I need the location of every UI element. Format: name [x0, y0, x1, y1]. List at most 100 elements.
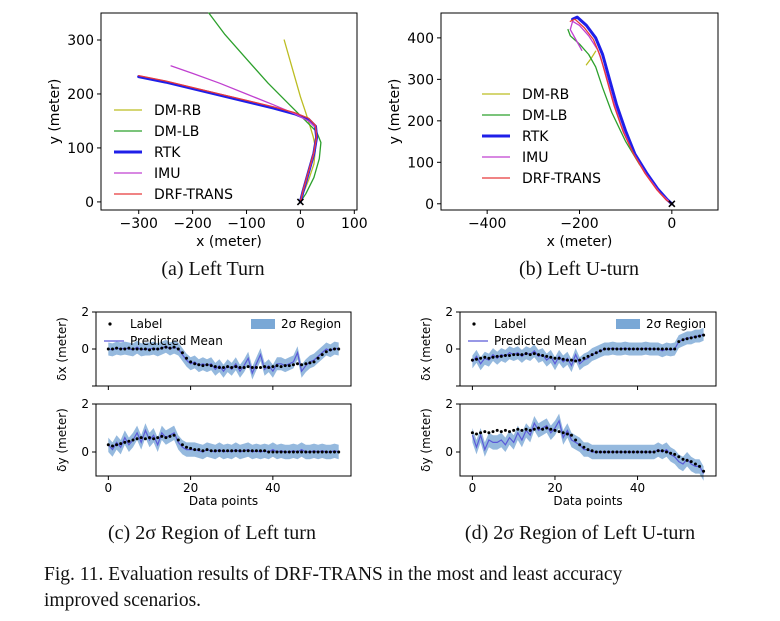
- x-tick-label: 0: [105, 481, 113, 495]
- x-tick-label: 20: [547, 481, 562, 495]
- y-tick-label: 400: [407, 31, 434, 47]
- series-line-dm-lb: [208, 12, 322, 203]
- label-point: [590, 449, 594, 453]
- label-point: [532, 427, 536, 431]
- x-tick-label: −100: [227, 216, 265, 232]
- chart-left-turn-trajectory: −300 −200 −100 0 100 0 100 200 300 x (meter) y (me…: [47, 12, 368, 250]
- y-tick-label: 300: [407, 72, 434, 88]
- label-point: [698, 334, 701, 338]
- label-point: [557, 430, 561, 434]
- label-point: [631, 450, 635, 454]
- label-point: [287, 364, 291, 368]
- label-point: [491, 355, 495, 359]
- label-point: [143, 347, 147, 351]
- legend-mean-text: Predicted Mean: [494, 334, 587, 348]
- sigma-band: [472, 413, 704, 481]
- label-point: [115, 346, 119, 350]
- label-point: [205, 448, 209, 452]
- label-point: [123, 440, 127, 444]
- label-point: [127, 439, 131, 443]
- label-point: [209, 364, 213, 368]
- label-point: [197, 363, 201, 367]
- label-point: [254, 449, 258, 453]
- label-point: [615, 450, 619, 454]
- label-point: [598, 349, 602, 353]
- label-point: [681, 338, 685, 342]
- label-point: [296, 450, 299, 454]
- label-point: [607, 347, 611, 351]
- label-point: [574, 359, 578, 363]
- y-tick-label: 2: [445, 397, 453, 411]
- label-point: [238, 449, 242, 453]
- label-point: [528, 353, 532, 357]
- label-point: [681, 457, 685, 461]
- legend-label-dm-lb: DM-LB: [522, 108, 567, 124]
- label-point: [131, 438, 135, 442]
- label-point: [205, 363, 209, 367]
- label-point: [287, 450, 291, 454]
- label-point: [189, 446, 193, 450]
- label-point: [312, 450, 316, 454]
- label-point: [495, 428, 499, 432]
- label-point: [665, 450, 668, 454]
- legend-band-text: 2σ Region: [281, 317, 341, 331]
- label-point: [316, 450, 320, 454]
- label-point: [475, 432, 478, 436]
- x-tick-label: 20: [183, 481, 198, 495]
- legend-label-imu: IMU: [522, 150, 548, 166]
- y-tick-label: 0: [81, 342, 89, 356]
- label-point: [226, 449, 230, 453]
- label-point: [631, 347, 635, 351]
- legend-band-swatch: [251, 319, 275, 329]
- label-point: [135, 437, 139, 441]
- y-tick-label: 2: [81, 305, 89, 319]
- x-tick-label: −400: [468, 216, 506, 232]
- y-tick-label: 0: [81, 445, 89, 459]
- label-point: [669, 347, 673, 351]
- x-axis-label: Data points: [189, 494, 258, 508]
- caption-c: (c) 2σ Region of Left turn: [108, 522, 316, 544]
- label-point: [275, 450, 279, 454]
- label-point: [470, 358, 474, 362]
- label-point: [570, 433, 573, 437]
- y-tick-label: 100: [67, 141, 94, 157]
- label-point: [337, 450, 341, 454]
- label-point: [193, 362, 197, 366]
- caption-d: (d) 2σ Region of Left U-turn: [464, 522, 696, 544]
- label-point: [197, 448, 201, 452]
- label-point: [279, 365, 283, 369]
- label-point: [160, 346, 164, 350]
- label-point: [499, 430, 503, 434]
- label-point: [545, 426, 549, 430]
- label-point: [275, 364, 279, 368]
- label-point: [648, 347, 652, 351]
- label-point: [246, 449, 250, 453]
- chart-left-uturn-trajectory: −400 −200 0 0 100 200 300 400 x (meter) y (meter)…: [387, 12, 719, 250]
- legend-label-rtk: RTK: [522, 129, 549, 145]
- label-point: [685, 458, 689, 462]
- label-point: [669, 451, 673, 455]
- label-point: [586, 448, 590, 452]
- label-point: [291, 363, 295, 367]
- legend-label-drf-trans: DRF-TRANS: [154, 187, 233, 203]
- label-point: [234, 365, 238, 369]
- label-point: [503, 354, 507, 357]
- legend-label-imu: IMU: [154, 166, 180, 182]
- label-point: [271, 365, 275, 369]
- label-point: [627, 450, 631, 454]
- legend-mean-text: Predicted Mean: [130, 334, 223, 348]
- label-point: [483, 430, 487, 434]
- label-point: [660, 449, 664, 453]
- label-point: [586, 354, 590, 358]
- label-point: [702, 333, 706, 337]
- label-point: [565, 358, 569, 362]
- label-point: [238, 366, 242, 369]
- label-point: [503, 428, 507, 432]
- label-point: [201, 449, 205, 453]
- label-point: [115, 443, 119, 447]
- label-point: [263, 365, 267, 369]
- label-point: [304, 362, 308, 366]
- label-point: [185, 356, 188, 360]
- label-point: [312, 360, 316, 364]
